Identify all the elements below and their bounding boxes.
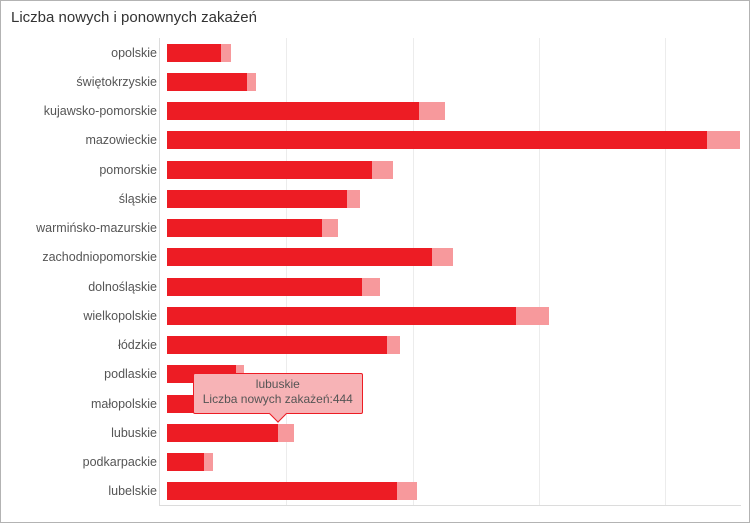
category-label: zachodniopomorskie [9,250,165,264]
category-label: opolskie [9,46,165,60]
category-label: kujawsko-pomorskie [9,104,165,118]
bar-wrap [167,161,741,179]
bar-segment[interactable] [167,307,516,325]
tooltip-value: Liczba nowych zakażeń:444 [203,392,353,408]
bar-segment[interactable] [167,248,432,266]
bar-segment[interactable] [322,219,338,237]
bar-segment[interactable] [707,131,739,149]
category-label: świętokrzyskie [9,75,165,89]
bar-segment[interactable] [397,482,417,500]
chart-row: mazowieckie [9,126,741,154]
category-label: małopolskie [9,397,165,411]
bar-wrap [167,73,741,91]
bar-segment[interactable] [167,44,221,62]
chart-row: kujawsko-pomorskie [9,97,741,125]
bar-segment[interactable] [516,307,548,325]
chart-rows: opolskie świętokrzyskie kujawsko-pomorskie… [9,38,741,506]
bar-wrap [167,190,741,208]
category-label: wielkopolskie [9,309,165,323]
bar-segment[interactable] [167,190,347,208]
chart-panel: Liczba nowych i ponownych zakażeń opolsk… [0,0,750,523]
chart-row: lubelskie [9,477,741,505]
bar-segment[interactable] [167,278,362,296]
bar-segment[interactable] [167,424,278,442]
chart-row: małopolskie [9,390,741,418]
bar-segment[interactable] [167,482,397,500]
chart-area: opolskie świętokrzyskie kujawsko-pomorskie… [9,38,741,518]
bar-wrap [167,453,741,471]
chart-row: świętokrzyskie [9,68,741,96]
bar-wrap [167,131,741,149]
chart-tooltip: lubuskie Liczba nowych zakażeń:444 [193,373,363,414]
bar-segment[interactable] [204,453,213,471]
bar-wrap [167,424,741,442]
chart-row: dolnośląskie [9,273,741,301]
bar-segment[interactable] [221,44,231,62]
chart-row: łódzkie [9,331,741,359]
bar-segment[interactable] [362,278,381,296]
chart-row: wielkopolskie [9,302,741,330]
bar-wrap [167,102,741,120]
bar-segment[interactable] [432,248,453,266]
chart-row: podlaskie [9,360,741,388]
bar-segment[interactable] [167,131,707,149]
chart-row: lubuskie [9,419,741,447]
bar-segment[interactable] [387,336,401,354]
bar-wrap [167,278,741,296]
chart-row: warmińsko-mazurskie [9,214,741,242]
bar-segment[interactable] [167,102,419,120]
bar-wrap [167,482,741,500]
bar-wrap [167,336,741,354]
chart-row: śląskie [9,185,741,213]
category-label: lubelskie [9,484,165,498]
category-label: dolnośląskie [9,280,165,294]
category-label: podlaskie [9,367,165,381]
bar-segment[interactable] [278,424,294,442]
category-label: podkarpackie [9,455,165,469]
bar-wrap [167,44,741,62]
bar-segment[interactable] [419,102,445,120]
category-label: łódzkie [9,338,165,352]
bar-segment[interactable] [167,161,372,179]
category-label: śląskie [9,192,165,206]
chart-row: opolskie [9,39,741,67]
tooltip-category: lubuskie [203,377,353,393]
bar-segment[interactable] [167,336,387,354]
bar-wrap [167,248,741,266]
category-label: warmińsko-mazurskie [9,221,165,235]
bar-segment[interactable] [347,190,361,208]
bar-segment[interactable] [372,161,393,179]
bar-segment[interactable] [247,73,256,91]
chart-row: zachodniopomorskie [9,243,741,271]
category-label: pomorskie [9,163,165,177]
category-label: lubuskie [9,426,165,440]
chart-row: podkarpackie [9,448,741,476]
bar-wrap [167,307,741,325]
bar-segment[interactable] [167,219,322,237]
category-label: mazowieckie [9,133,165,147]
bar-wrap [167,219,741,237]
chart-title: Liczba nowych i ponownych zakażeń [1,1,749,28]
chart-row: pomorskie [9,156,741,184]
bar-segment[interactable] [167,453,204,471]
bar-segment[interactable] [167,73,247,91]
